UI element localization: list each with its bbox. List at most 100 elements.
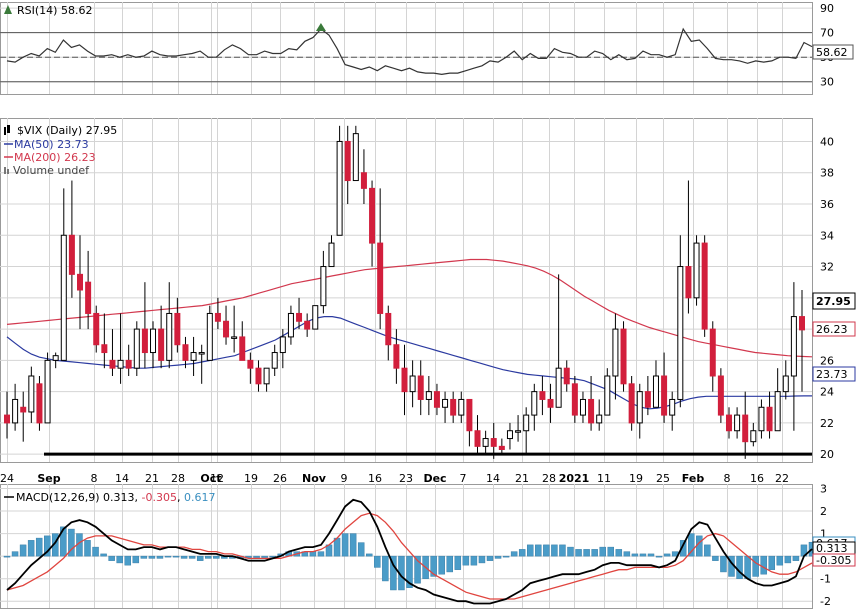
macd-histogram-bar bbox=[148, 555, 156, 559]
candle bbox=[20, 391, 27, 442]
candle-body-up bbox=[150, 328, 157, 354]
candle-body-up bbox=[652, 375, 659, 408]
candle bbox=[409, 360, 416, 408]
candle bbox=[474, 415, 481, 455]
candle-body-down bbox=[239, 336, 246, 361]
candle-body-up bbox=[166, 312, 173, 361]
candle bbox=[799, 290, 805, 392]
candle bbox=[344, 125, 351, 204]
candle bbox=[644, 376, 651, 416]
candle bbox=[725, 407, 732, 439]
x-tick-label: 14 bbox=[115, 472, 129, 485]
macd-histogram-bar bbox=[478, 555, 486, 564]
rsi-y-tick-label: 70 bbox=[820, 27, 834, 40]
candle bbox=[312, 305, 319, 330]
candle-body-down bbox=[725, 414, 732, 432]
candle-body-down bbox=[450, 398, 457, 416]
candle-body-down bbox=[588, 398, 595, 424]
candle bbox=[433, 383, 440, 416]
macd-histogram-bar bbox=[631, 553, 639, 557]
candle bbox=[133, 321, 140, 376]
candle-body-up bbox=[206, 312, 213, 361]
candle bbox=[709, 321, 716, 392]
macd-histogram-bar bbox=[333, 537, 341, 557]
price-panel bbox=[0, 125, 813, 459]
candle bbox=[304, 313, 311, 337]
macd-histogram-bar bbox=[591, 549, 598, 557]
ma200-tag-box bbox=[812, 321, 856, 337]
x-tick-label: Dec bbox=[423, 472, 446, 485]
rsi-y-tick-label: 30 bbox=[820, 76, 834, 89]
candle bbox=[677, 235, 684, 408]
candle-body-down bbox=[296, 312, 303, 322]
x-tick-label: 25 bbox=[656, 472, 670, 485]
candle-body-down bbox=[474, 430, 481, 447]
candle-body-down bbox=[68, 234, 75, 275]
candle bbox=[158, 305, 165, 369]
candle-body-down bbox=[571, 383, 578, 416]
candle-body-down bbox=[685, 266, 692, 299]
candle-body-down bbox=[214, 312, 221, 322]
candle-body-up bbox=[198, 352, 205, 355]
candle bbox=[717, 368, 724, 423]
candle-body-up bbox=[12, 398, 19, 424]
candle-body-down bbox=[393, 344, 400, 369]
x-tick-label: 9 bbox=[341, 472, 348, 485]
macd-histogram-bar bbox=[639, 553, 647, 557]
macd-histogram-bar bbox=[454, 555, 462, 570]
candle bbox=[271, 344, 278, 376]
volume-legend-label: Volume undef bbox=[13, 164, 90, 177]
candle bbox=[190, 336, 197, 376]
candle bbox=[685, 180, 692, 314]
candle bbox=[766, 391, 773, 439]
candle-body-up bbox=[782, 375, 789, 393]
candle-body-down bbox=[109, 359, 116, 369]
macd-histogram-bar bbox=[100, 553, 107, 557]
candle-body-down bbox=[141, 328, 148, 354]
ma200-legend-label: MA(200) 26.23 bbox=[14, 151, 96, 164]
candle bbox=[612, 313, 619, 400]
macd-histogram-bar bbox=[527, 544, 534, 557]
macd-y-tick-label: -2 bbox=[820, 595, 831, 608]
macd-histogram-bar bbox=[156, 555, 164, 559]
candle-legend-icon bbox=[4, 127, 6, 135]
rsi-tag-text: 58.62 bbox=[816, 46, 848, 59]
candle-body-up bbox=[271, 352, 278, 369]
candle bbox=[774, 368, 781, 432]
macd-histogram-bar bbox=[502, 555, 510, 558]
candle bbox=[636, 383, 643, 439]
signal-tag-text: -0.305 bbox=[816, 554, 851, 567]
macd-histogram-bar bbox=[599, 546, 606, 557]
macd-histogram-bar bbox=[213, 555, 220, 559]
macd-histogram-bar bbox=[535, 544, 542, 557]
candle bbox=[223, 305, 230, 345]
price-tag-box bbox=[812, 292, 856, 310]
candle-body-down bbox=[174, 312, 181, 346]
macd-y-tick-label: -1 bbox=[820, 573, 831, 586]
candle-body-down bbox=[466, 398, 473, 432]
candle bbox=[750, 422, 757, 447]
candle-legend-icon-2 bbox=[7, 125, 10, 133]
candle-body-up bbox=[604, 375, 611, 416]
macd-histogram-bar bbox=[736, 555, 743, 579]
candle bbox=[255, 360, 262, 392]
macd-y-tick-label: 2 bbox=[820, 505, 827, 518]
candle-body-down bbox=[433, 391, 440, 408]
candle-body-down bbox=[644, 391, 651, 408]
macd-histogram-bar bbox=[615, 549, 623, 557]
candle-body-down bbox=[223, 320, 230, 338]
ma50-tag-text: 23.73 bbox=[816, 368, 848, 381]
signal-line bbox=[6, 512, 813, 600]
macd-histogram-bar bbox=[164, 555, 172, 558]
candle bbox=[198, 344, 205, 384]
candle-body-up bbox=[425, 391, 432, 400]
macd-histogram-bar bbox=[470, 555, 478, 566]
rsi-legend-label: RSI(14) 58.62 bbox=[17, 4, 92, 17]
candle bbox=[68, 180, 75, 298]
macd-legend-label: MACD(12,26,9) 0.313, -0.305, 0.617 bbox=[16, 491, 216, 504]
candle-body-down bbox=[85, 281, 92, 314]
candle-body-down bbox=[304, 320, 311, 330]
macd-histogram-bar bbox=[679, 540, 687, 557]
candle-body-up bbox=[523, 414, 530, 432]
